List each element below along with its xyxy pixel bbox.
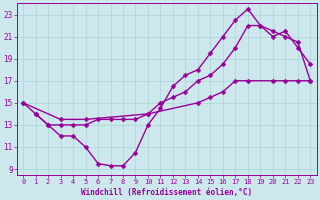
X-axis label: Windchill (Refroidissement éolien,°C): Windchill (Refroidissement éolien,°C) <box>81 188 252 197</box>
